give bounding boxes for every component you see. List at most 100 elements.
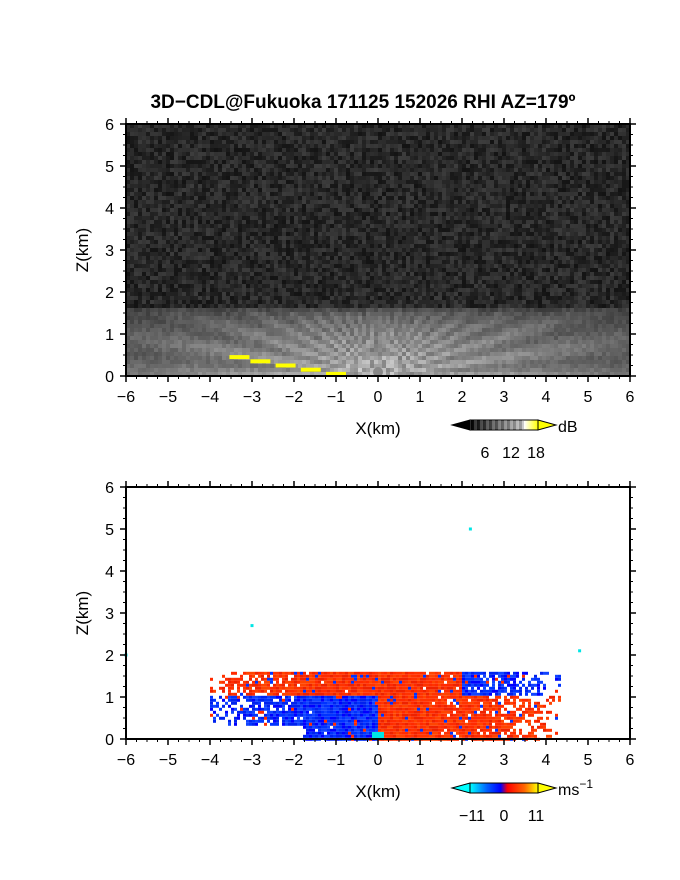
- reflectivity-cell: [366, 136, 370, 140]
- reflectivity-cell: [574, 168, 578, 172]
- reflectivity-cell: [498, 208, 502, 212]
- reflectivity-cell: [414, 196, 418, 200]
- reflectivity-cell: [138, 224, 142, 228]
- reflectivity-cell: [286, 144, 290, 148]
- reflectivity-cell: [310, 160, 314, 164]
- reflectivity-cell: [510, 140, 514, 144]
- reflectivity-cell: [158, 168, 162, 172]
- reflectivity-cell: [286, 216, 290, 220]
- reflectivity-cell: [430, 236, 434, 240]
- reflectivity-cell: [246, 156, 250, 160]
- reflectivity-cell: [382, 172, 386, 176]
- reflectivity-cell: [370, 184, 374, 188]
- reflectivity-cell: [306, 140, 310, 144]
- reflectivity-cell: [486, 256, 490, 260]
- reflectivity-cell: [354, 232, 358, 236]
- reflectivity-cell: [534, 272, 538, 276]
- reflectivity-cell: [598, 124, 602, 128]
- reflectivity-cell: [334, 228, 338, 232]
- reflectivity-cell: [250, 268, 254, 272]
- reflectivity-cell: [394, 260, 398, 264]
- reflectivity-cell: [578, 180, 582, 184]
- reflectivity-cell: [314, 124, 318, 128]
- reflectivity-cell: [542, 184, 546, 188]
- reflectivity-cell: [458, 152, 462, 156]
- reflectivity-cell: [334, 132, 338, 136]
- reflectivity-cell: [490, 212, 494, 216]
- reflectivity-cell: [550, 232, 554, 236]
- reflectivity-cell: [486, 232, 490, 236]
- reflectivity-cell: [170, 148, 174, 152]
- reflectivity-cell: [334, 204, 338, 208]
- reflectivity-cell: [598, 168, 602, 172]
- reflectivity-cell: [446, 252, 450, 256]
- reflectivity-cell: [510, 192, 514, 196]
- reflectivity-cell: [626, 188, 630, 192]
- reflectivity-cell: [194, 184, 198, 188]
- reflectivity-cell: [610, 228, 614, 232]
- reflectivity-cell: [322, 236, 326, 240]
- reflectivity-cell: [286, 248, 290, 252]
- reflectivity-cell: [350, 244, 354, 248]
- reflectivity-cell: [238, 212, 242, 216]
- reflectivity-cell: [226, 192, 230, 196]
- reflectivity-cell: [246, 264, 250, 268]
- reflectivity-cell: [446, 212, 450, 216]
- reflectivity-cell: [458, 248, 462, 252]
- reflectivity-cell: [166, 252, 170, 256]
- reflectivity-cell: [558, 248, 562, 252]
- reflectivity-cell: [198, 152, 202, 156]
- reflectivity-cell: [342, 140, 346, 144]
- reflectivity-cell: [290, 256, 294, 260]
- reflectivity-cell: [138, 192, 142, 196]
- reflectivity-cell: [350, 248, 354, 252]
- reflectivity-cell: [426, 236, 430, 240]
- reflectivity-cell: [454, 176, 458, 180]
- reflectivity-cell: [354, 172, 358, 176]
- reflectivity-cell: [434, 216, 438, 220]
- reflectivity-cell: [390, 140, 394, 144]
- reflectivity-cell: [614, 156, 618, 160]
- reflectivity-cell: [566, 220, 570, 224]
- reflectivity-cell: [554, 152, 558, 156]
- reflectivity-cell: [234, 140, 238, 144]
- reflectivity-cell: [190, 244, 194, 248]
- reflectivity-cell: [226, 176, 230, 180]
- reflectivity-cell: [274, 216, 278, 220]
- reflectivity-cell: [354, 200, 358, 204]
- reflectivity-cell: [174, 132, 178, 136]
- reflectivity-cell: [498, 260, 502, 264]
- reflectivity-cell: [478, 236, 482, 240]
- reflectivity-cell: [406, 252, 410, 256]
- reflectivity-cell: [282, 264, 286, 268]
- reflectivity-cell: [434, 252, 438, 256]
- reflectivity-cell: [426, 124, 430, 128]
- reflectivity-cell: [438, 176, 442, 180]
- reflectivity-cell: [582, 148, 586, 152]
- reflectivity-cell: [474, 240, 478, 244]
- reflectivity-cell: [334, 236, 338, 240]
- reflectivity-cell: [350, 208, 354, 212]
- reflectivity-cell: [598, 176, 602, 180]
- reflectivity-cell: [550, 252, 554, 256]
- reflectivity-cell: [522, 176, 526, 180]
- reflectivity-cell: [598, 188, 602, 192]
- reflectivity-cell: [394, 252, 398, 256]
- reflectivity-cell: [554, 180, 558, 184]
- reflectivity-cell: [258, 180, 262, 184]
- reflectivity-cell: [214, 244, 218, 248]
- reflectivity-cell: [330, 212, 334, 216]
- reflectivity-cell: [310, 192, 314, 196]
- reflectivity-cell: [618, 200, 622, 204]
- reflectivity-cell: [262, 252, 266, 256]
- reflectivity-cell: [558, 208, 562, 212]
- reflectivity-cell: [154, 248, 158, 252]
- reflectivity-cell: [530, 240, 534, 244]
- reflectivity-cell: [622, 232, 626, 236]
- reflectivity-cell: [358, 128, 362, 132]
- reflectivity-cell: [434, 152, 438, 156]
- reflectivity-cell: [146, 172, 150, 176]
- reflectivity-cell: [386, 260, 390, 264]
- reflectivity-cell: [182, 128, 186, 132]
- reflectivity-cell: [226, 240, 230, 244]
